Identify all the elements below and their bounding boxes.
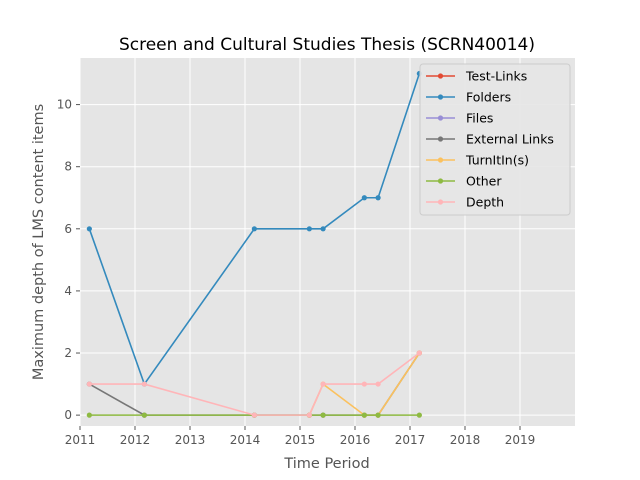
x-axis-ticks: 2011 2012 2013 2014 2015 2016 2017 2018 2019 (65, 426, 536, 447)
x-tick-label: 2013 (175, 433, 206, 447)
data-point-other (416, 412, 422, 418)
legend-label-other: Other (466, 174, 502, 189)
data-point-depth (141, 381, 147, 387)
legend-label-folders: Folders (466, 90, 511, 105)
data-point-other (320, 412, 326, 418)
data-point-depth (86, 381, 92, 387)
data-point-folders (86, 226, 92, 232)
data-point-folders (251, 226, 257, 232)
data-point-folders (320, 226, 326, 232)
x-tick-label: 2019 (505, 433, 536, 447)
data-point-depth (251, 412, 257, 418)
legend-marker-other (437, 178, 444, 184)
legend-marker-folders (437, 94, 444, 100)
legend-marker-turnitin-s (437, 157, 444, 163)
data-point-depth (375, 381, 381, 387)
legend-marker-depth (437, 199, 444, 205)
data-point-depth (320, 381, 326, 387)
legend-label-external-links: External Links (466, 132, 554, 147)
legend-label-turnitin-s: TurnItIn(s) (465, 153, 529, 168)
series-folders (86, 70, 422, 387)
data-point-other (141, 412, 147, 418)
x-tick-label: 2012 (120, 433, 151, 447)
series-depth (86, 350, 422, 418)
y-tick-label: 4 (64, 284, 72, 298)
chart-title: Screen and Cultural Studies Thesis (SCRN… (119, 35, 535, 55)
data-point-folders (306, 226, 312, 232)
x-tick-label: 2017 (395, 433, 426, 447)
legend-marker-files (437, 115, 444, 121)
y-axis-label: Maximum depth of LMS content items (31, 104, 47, 380)
legend-label-test-links: Test-Links (465, 69, 527, 84)
legend-marker-test-links (437, 73, 444, 79)
y-tick-label: 10 (57, 98, 72, 112)
x-axis-label: Time Period (283, 456, 369, 472)
y-tick-label: 8 (64, 160, 72, 174)
legend-label-depth: Depth (466, 195, 504, 210)
legend: Test-Links Folders Files External Links Turn… (419, 63, 571, 216)
x-tick-label: 2015 (285, 433, 316, 447)
legend-marker-external-links (437, 136, 444, 142)
data-point-other (375, 412, 381, 418)
legend-label-files: Files (466, 111, 493, 126)
x-tick-label: 2018 (450, 433, 481, 447)
x-tick-label: 2011 (65, 433, 96, 447)
data-point-folders (375, 195, 381, 201)
x-tick-label: 2014 (230, 433, 261, 447)
data-point-depth (416, 350, 422, 356)
y-tick-label: 6 (64, 222, 72, 236)
y-tick-label: 2 (64, 346, 72, 360)
y-axis-ticks: 0 2 4 6 8 10 (57, 98, 80, 422)
data-point-other (86, 412, 92, 418)
data-point-folders (361, 195, 367, 201)
data-point-other (361, 412, 367, 418)
data-point-depth (361, 381, 367, 387)
y-tick-label: 0 (64, 408, 72, 422)
x-tick-label: 2016 (340, 433, 371, 447)
data-point-depth (306, 412, 312, 418)
series-lines (86, 70, 422, 418)
legend-box (419, 63, 571, 216)
